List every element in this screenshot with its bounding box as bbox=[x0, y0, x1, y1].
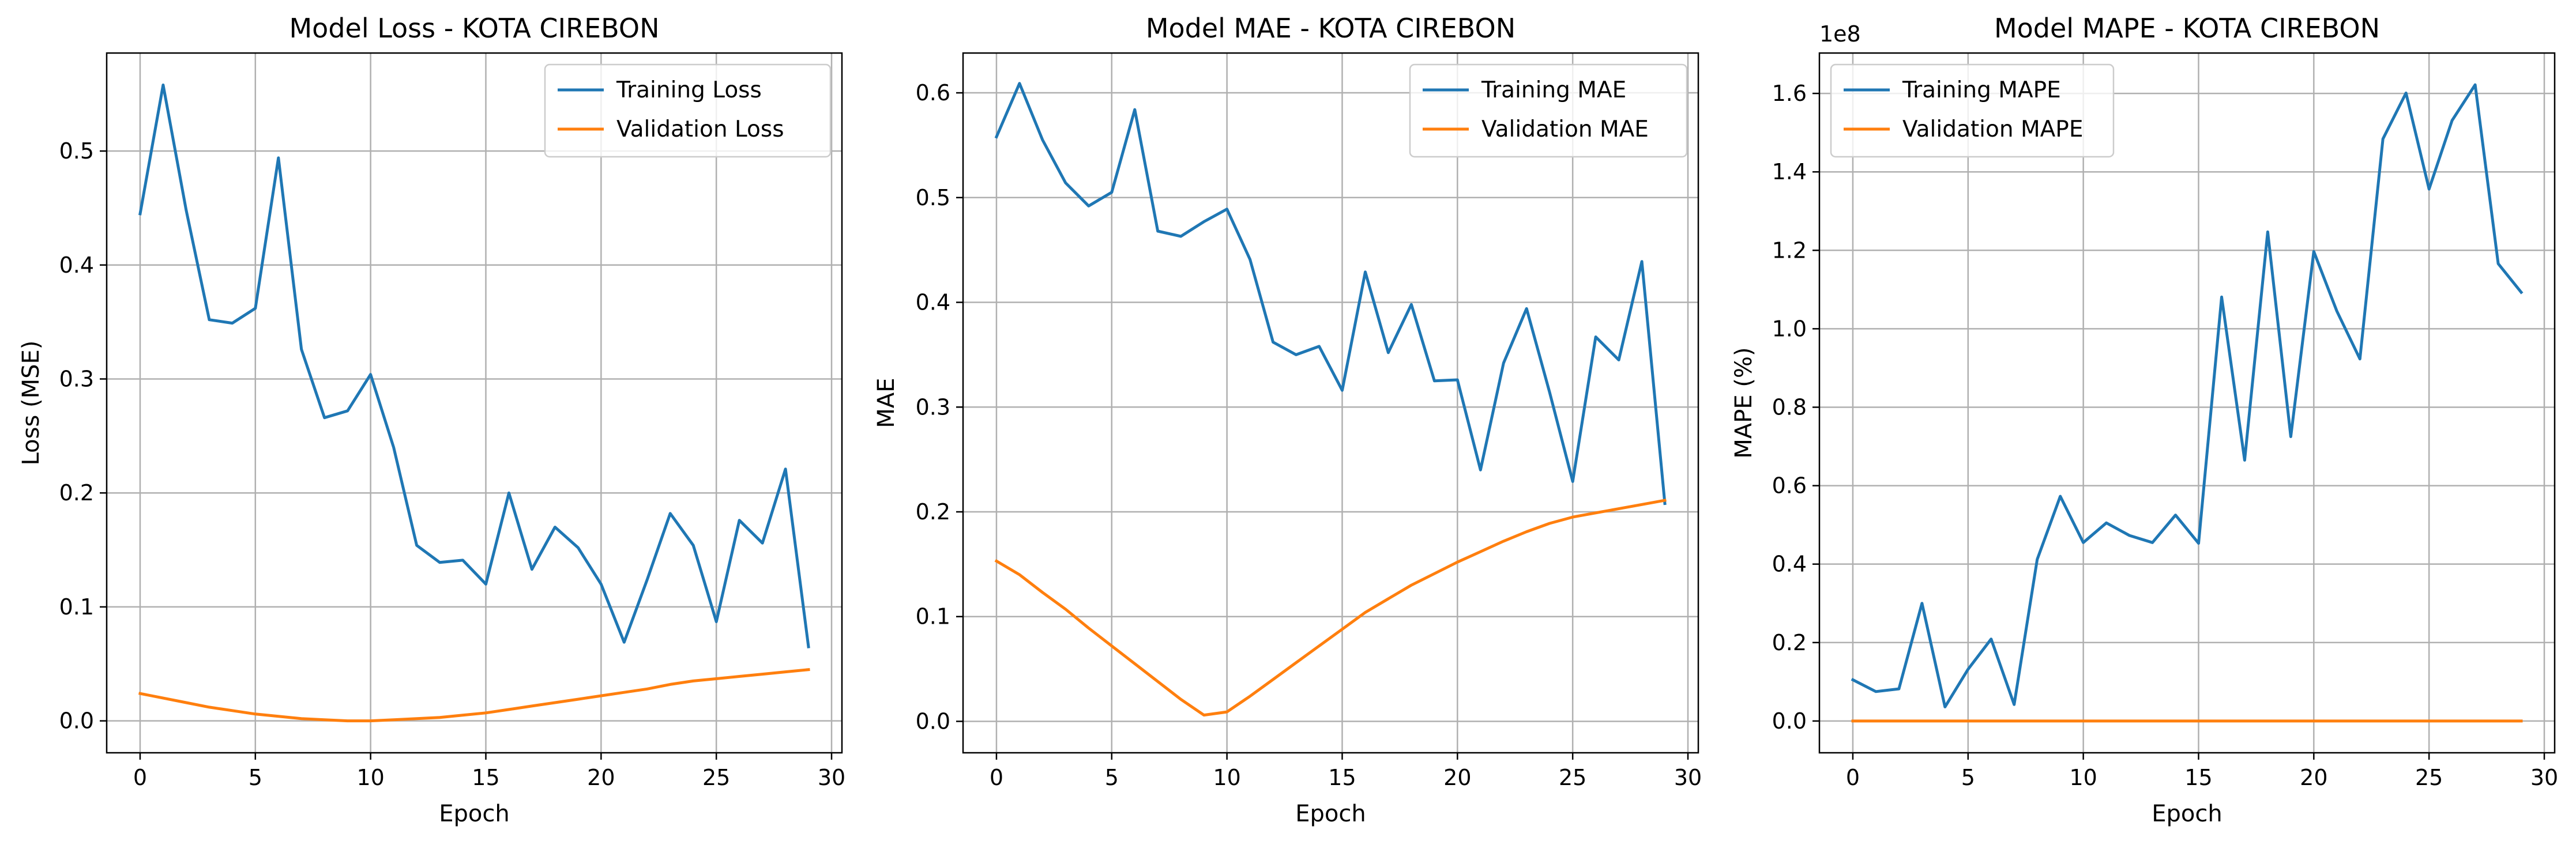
x-tick-label: 0 bbox=[990, 765, 1003, 790]
x-tick-label: 5 bbox=[1961, 765, 1975, 790]
y-tick-label: 0.4 bbox=[59, 252, 94, 278]
chart-title: Model MAE - KOTA CIREBON bbox=[1146, 13, 1515, 44]
chart-panel-1: 0 5 10 15 20 25 30 0.0 0.1 0.2 0.3 0.4 0.5 Model Loss… bbox=[18, 13, 845, 827]
x-tick-label: 25 bbox=[1559, 765, 1586, 790]
x-tick-label: 20 bbox=[2300, 765, 2327, 790]
y-tick-label: 0.2 bbox=[916, 499, 950, 525]
legend: Training Loss Validation Loss bbox=[544, 63, 832, 158]
x-tick-label: 15 bbox=[2184, 765, 2212, 790]
y-tick-label: 0.3 bbox=[59, 366, 94, 391]
y-tick-label: 0.1 bbox=[916, 604, 950, 629]
y-axis-label: Loss (MSE) bbox=[18, 341, 44, 466]
x-tick-label: 20 bbox=[1443, 765, 1471, 790]
series-line-training bbox=[994, 82, 1667, 506]
series-line-training bbox=[1851, 83, 2524, 708]
x-tick-label: 20 bbox=[587, 765, 615, 790]
chart-panel-3: 0 5 10 15 20 25 30 0.0 0.2 0.4 0.6 0.8 1.0 1.2 1.4 1.6 1… bbox=[1731, 13, 2558, 827]
x-tick-label: 30 bbox=[1674, 765, 1702, 790]
series-line-validation bbox=[994, 499, 1667, 717]
y-tick-label: 0.2 bbox=[1772, 630, 1807, 655]
x-tick-label: 15 bbox=[1328, 765, 1356, 790]
legend-box bbox=[1830, 63, 2115, 158]
legend: Training MAPE Validation MAPE bbox=[1830, 63, 2115, 158]
y-axis-label: MAPE (%) bbox=[1731, 347, 1757, 458]
legend-box bbox=[544, 63, 832, 158]
series-line-validation bbox=[138, 667, 810, 723]
legend-label-training: Training Loss bbox=[616, 77, 762, 103]
x-tick-label: 25 bbox=[2415, 765, 2443, 790]
y-tick-label: 0.2 bbox=[59, 480, 94, 506]
x-tick-label: 5 bbox=[249, 765, 262, 790]
plot-frame bbox=[1818, 52, 2556, 754]
x-tick-label: 15 bbox=[472, 765, 499, 790]
x-tick-label: 10 bbox=[356, 765, 384, 790]
legend: Training MAE Validation MAE bbox=[1409, 63, 1688, 158]
y-tick-label: 0.6 bbox=[916, 80, 950, 105]
y-tick-label: 0.6 bbox=[1772, 473, 1807, 499]
y-offset-label: 1e8 bbox=[1819, 21, 1861, 47]
y-tick-label: 0.1 bbox=[59, 594, 94, 620]
legend-label-validation: Validation Loss bbox=[616, 116, 784, 142]
y-tick-label: 0.5 bbox=[916, 185, 950, 210]
y-tick-label: 1.2 bbox=[1772, 237, 1807, 263]
chart-title: Model MAPE - KOTA CIREBON bbox=[1994, 13, 2380, 44]
legend-label-validation: Validation MAE bbox=[1481, 116, 1649, 142]
x-tick-label: 30 bbox=[818, 765, 845, 790]
legend-label-training: Training MAPE bbox=[1902, 77, 2061, 103]
legend-label-training: Training MAE bbox=[1481, 77, 1626, 103]
plot-frame bbox=[962, 52, 1699, 754]
x-tick-label: 10 bbox=[1213, 765, 1240, 790]
x-tick-label: 30 bbox=[2530, 765, 2558, 790]
x-tick-label: 25 bbox=[702, 765, 730, 790]
y-tick-label: 0.4 bbox=[916, 290, 950, 315]
y-tick-label: 0.0 bbox=[59, 708, 94, 734]
x-axis-label: Epoch bbox=[439, 801, 509, 827]
legend-label-validation: Validation MAPE bbox=[1902, 116, 2083, 142]
series-line-training bbox=[138, 83, 810, 648]
plot-frame bbox=[106, 52, 843, 754]
y-tick-label: 1.6 bbox=[1772, 81, 1807, 106]
chart-panel-2: 0 5 10 15 20 25 30 0.0 0.1 0.2 0.3 0.4 0.5 0.6 Model M… bbox=[873, 13, 1702, 827]
y-tick-label: 0.8 bbox=[1772, 394, 1807, 420]
x-axis-label: Epoch bbox=[2152, 801, 2222, 827]
x-tick-label: 0 bbox=[133, 765, 147, 790]
legend-box bbox=[1409, 63, 1688, 158]
y-tick-label: 0.0 bbox=[1772, 708, 1807, 734]
x-tick-label: 5 bbox=[1105, 765, 1119, 790]
y-axis-label: MAE bbox=[873, 378, 900, 428]
x-tick-label: 10 bbox=[2069, 765, 2097, 790]
x-axis-label: Epoch bbox=[1295, 801, 1366, 827]
y-tick-label: 1.0 bbox=[1772, 316, 1807, 341]
chart-title: Model Loss - KOTA CIREBON bbox=[289, 13, 659, 44]
y-tick-label: 0.4 bbox=[1772, 552, 1807, 577]
y-tick-label: 0.5 bbox=[59, 138, 94, 164]
y-tick-label: 0.0 bbox=[916, 708, 950, 734]
y-tick-label: 1.4 bbox=[1772, 159, 1807, 184]
x-tick-label: 0 bbox=[1846, 765, 1860, 790]
y-tick-label: 0.3 bbox=[916, 394, 950, 420]
